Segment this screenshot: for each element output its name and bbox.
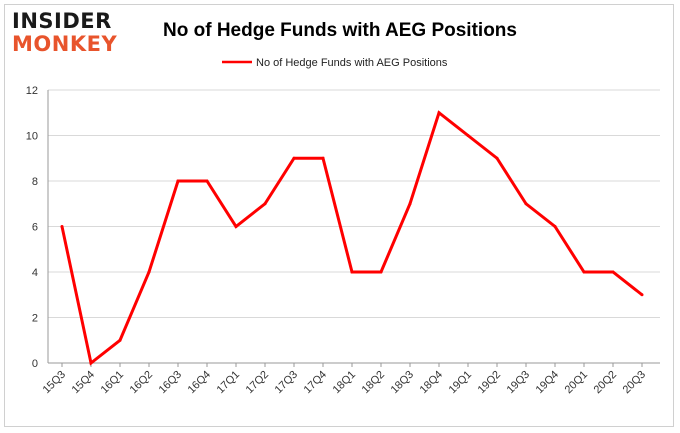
logo-line-2: MONKEY [12, 32, 117, 56]
gridlines [47, 89, 660, 364]
y-tick-label: 4 [32, 267, 38, 279]
y-axis-ticks: 0 2 4 6 8 10 12 [26, 85, 38, 370]
y-tick-label: 6 [32, 222, 38, 234]
series-line [60, 110, 643, 366]
data-point [205, 179, 209, 183]
legend-label: No of Hedge Funds with AEG Positions [256, 57, 448, 69]
x-tick-label: 16Q2 [128, 369, 156, 397]
data-point [466, 134, 470, 137]
x-tick-label: 16Q4 [186, 369, 214, 397]
y-tick-label: 10 [26, 131, 38, 143]
logo-line-1: INSIDER [12, 9, 112, 33]
data-point [495, 156, 499, 160]
x-axis-ticks: 15Q3 15Q4 16Q1 16Q2 16Q3 16Q4 17Q1 17Q2 17Q3 17Q4… [41, 363, 649, 397]
x-tick-label: 20Q3 [621, 369, 649, 397]
x-tick-label: 15Q3 [41, 369, 69, 397]
x-tick-label: 20Q2 [592, 369, 620, 397]
x-tick-label: 18Q1 [331, 369, 359, 397]
data-point [147, 270, 151, 274]
x-tick-label: 19Q2 [476, 369, 504, 397]
data-point [582, 270, 586, 274]
data-point [89, 361, 93, 365]
y-tick-label: 8 [32, 176, 38, 188]
chart-title: No of Hedge Funds with AEG Positions [163, 20, 517, 41]
series-layer [60, 110, 644, 366]
x-tick-label: 17Q2 [244, 369, 272, 397]
data-point [292, 156, 296, 160]
x-tick-label: 16Q3 [157, 369, 185, 397]
x-tick-label: 18Q2 [360, 369, 388, 397]
x-tick-label: 19Q4 [534, 369, 562, 397]
x-tick-label: 15Q4 [70, 369, 98, 397]
data-point [437, 111, 441, 115]
y-tick-label: 0 [32, 358, 38, 370]
insider-monkey-logo: INSIDER MONKEY [12, 9, 117, 56]
data-point [263, 202, 267, 206]
x-tick-label: 20Q1 [563, 369, 591, 397]
data-point [379, 270, 383, 274]
x-tick-label: 18Q3 [389, 369, 417, 397]
y-tick-label: 2 [32, 313, 38, 325]
x-tick-label: 17Q3 [273, 369, 301, 397]
data-point [176, 179, 180, 183]
data-point [524, 202, 528, 206]
data-point [553, 225, 557, 228]
legend: No of Hedge Funds with AEG Positions [222, 57, 448, 69]
x-tick-label: 19Q3 [505, 369, 533, 397]
x-tick-label: 16Q1 [99, 369, 127, 397]
x-tick-label: 17Q1 [215, 369, 243, 397]
y-tick-label: 12 [26, 85, 38, 97]
data-point [408, 202, 412, 206]
data-point [611, 270, 615, 274]
x-tick-label: 19Q1 [447, 369, 475, 397]
x-tick-label: 18Q4 [418, 369, 446, 397]
data-point [350, 270, 354, 274]
data-point [321, 156, 325, 160]
data-point [118, 338, 122, 342]
data-point [60, 225, 64, 228]
data-point [640, 293, 644, 297]
x-tick-label: 17Q4 [302, 369, 330, 397]
data-point [234, 225, 238, 228]
